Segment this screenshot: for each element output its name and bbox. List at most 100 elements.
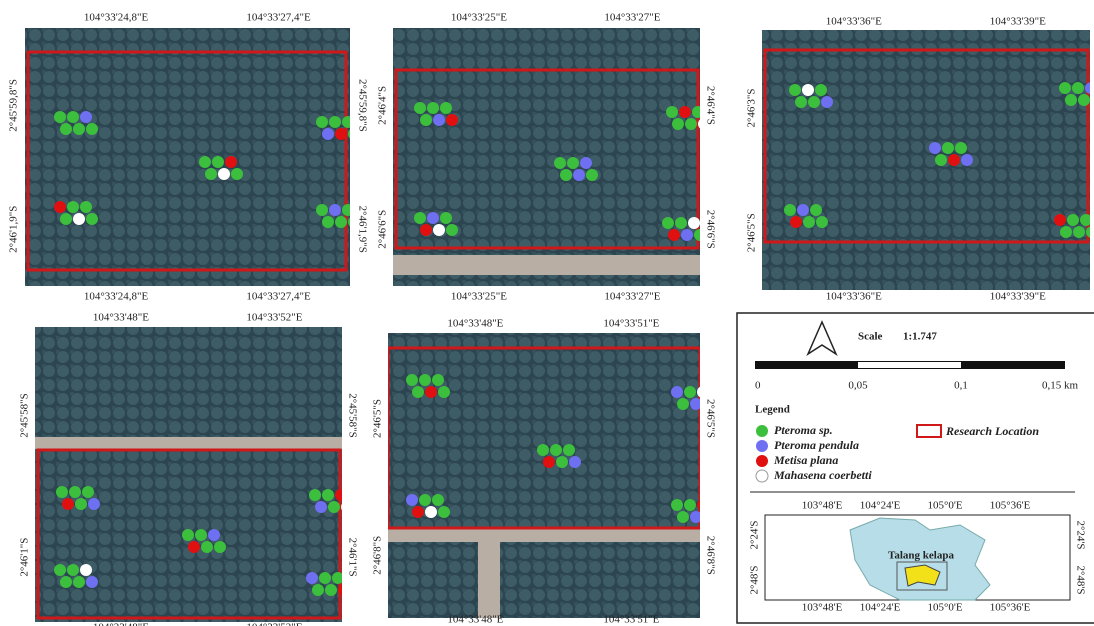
map-panel xyxy=(762,30,1094,290)
legend-swatch xyxy=(756,425,768,437)
tree-marker xyxy=(789,84,801,96)
tree-marker xyxy=(438,386,450,398)
scale-mark: 0,1 xyxy=(954,380,968,392)
tree-marker xyxy=(332,572,344,584)
tree-marker xyxy=(56,486,68,498)
tree-marker xyxy=(1080,214,1092,226)
coordinate-label: 2°46'1,9"S xyxy=(356,206,368,253)
tree-marker xyxy=(684,386,696,398)
road xyxy=(35,437,342,449)
coordinate-label: 104°33'52"E xyxy=(246,622,302,626)
coordinate-label: 2°46'1"S xyxy=(19,538,31,577)
tree-marker xyxy=(815,84,827,96)
tree-marker xyxy=(784,204,796,216)
tree-marker xyxy=(672,118,684,130)
tree-marker xyxy=(412,386,424,398)
coordinate-label: 2°45'58"S xyxy=(346,393,358,438)
tree-marker xyxy=(677,511,689,523)
tree-marker xyxy=(955,142,967,154)
tree-marker xyxy=(54,111,66,123)
coordinate-label: 104°33'51"E xyxy=(603,614,659,626)
coordinate-label: 2°46'5"S xyxy=(746,213,758,252)
tree-marker xyxy=(335,489,347,501)
inset-coordinate: 2°24'S xyxy=(749,521,761,550)
tree-marker xyxy=(560,169,572,181)
tree-marker xyxy=(425,386,437,398)
tree-marker xyxy=(929,142,941,154)
scale-label: Scale xyxy=(858,331,883,343)
tree-marker xyxy=(427,102,439,114)
tree-marker xyxy=(218,168,230,180)
coordinate-label: 104°33'25"E xyxy=(451,291,507,303)
tree-marker xyxy=(86,213,98,225)
coordinate-label: 104°33'36"E xyxy=(826,291,882,303)
coordinate-label: 104°33'52"E xyxy=(246,312,302,324)
tree-marker xyxy=(681,229,693,241)
coordinate-label: 2°45'59,8"S xyxy=(356,79,368,132)
tree-marker xyxy=(342,204,354,216)
coordinate-label: 104°33'27,4"E xyxy=(246,12,311,24)
tree-marker xyxy=(433,114,445,126)
tree-marker xyxy=(685,118,697,130)
tree-marker xyxy=(1073,226,1085,238)
tree-marker xyxy=(316,116,328,128)
tree-marker xyxy=(73,576,85,588)
tree-marker xyxy=(82,486,94,498)
tree-marker xyxy=(690,398,702,410)
tree-marker xyxy=(797,204,809,216)
tree-marker xyxy=(335,128,347,140)
inset-coordinate: 103°48'E xyxy=(802,602,843,614)
tree-marker xyxy=(573,169,585,181)
map-panel xyxy=(35,327,353,622)
tree-marker xyxy=(1060,226,1072,238)
tree-marker xyxy=(690,511,702,523)
scale-mark: 0 xyxy=(755,380,761,392)
tree-marker xyxy=(322,489,334,501)
coordinate-label: 104°33'25"E xyxy=(451,12,507,24)
tree-marker xyxy=(554,157,566,169)
tree-marker xyxy=(679,106,691,118)
tree-marker xyxy=(427,212,439,224)
tree-marker xyxy=(420,114,432,126)
tree-marker xyxy=(419,374,431,386)
tree-marker xyxy=(671,499,683,511)
tree-marker xyxy=(703,511,715,523)
tree-marker xyxy=(212,156,224,168)
tree-marker xyxy=(342,116,354,128)
legend-item: Metisa plana xyxy=(773,453,838,467)
inset-coordinate: 2°24'S xyxy=(1074,521,1086,550)
tree-marker xyxy=(80,111,92,123)
tree-marker xyxy=(80,201,92,213)
inset-coordinate: 105°36'E xyxy=(990,602,1031,614)
tree-marker xyxy=(692,106,704,118)
tree-marker xyxy=(329,204,341,216)
tree-marker xyxy=(556,456,568,468)
tree-marker xyxy=(73,123,85,135)
satellite-image xyxy=(762,30,1090,290)
coordinate-label: 2°46'1,9"S xyxy=(8,206,20,253)
inset-coordinate: 2°48'S xyxy=(749,566,761,595)
map-panel xyxy=(393,28,710,286)
coordinate-label: 2°46'5"S xyxy=(704,399,716,438)
legend-item: Pteroma sp. xyxy=(774,423,833,437)
tree-marker xyxy=(563,444,575,456)
tree-marker xyxy=(671,386,683,398)
tree-marker xyxy=(948,154,960,166)
tree-marker xyxy=(433,224,445,236)
coordinate-label: 104°33'48"E xyxy=(447,318,503,330)
coordinate-label: 104°33'24,8"E xyxy=(84,12,149,24)
tree-marker xyxy=(446,114,458,126)
tree-marker xyxy=(67,111,79,123)
tree-marker xyxy=(803,216,815,228)
tree-marker xyxy=(677,398,689,410)
tree-marker xyxy=(406,494,418,506)
coordinate-label: 2°46'5"S xyxy=(372,399,384,438)
tree-marker xyxy=(322,128,334,140)
tree-marker xyxy=(335,216,347,228)
coordinate-label: 104°33'48"E xyxy=(93,312,149,324)
tree-marker xyxy=(312,584,324,596)
tree-marker xyxy=(666,106,678,118)
scale-mark: 0,15 km xyxy=(1042,380,1079,392)
tree-marker xyxy=(60,576,72,588)
coordinate-label: 2°46'4"S xyxy=(377,86,389,125)
